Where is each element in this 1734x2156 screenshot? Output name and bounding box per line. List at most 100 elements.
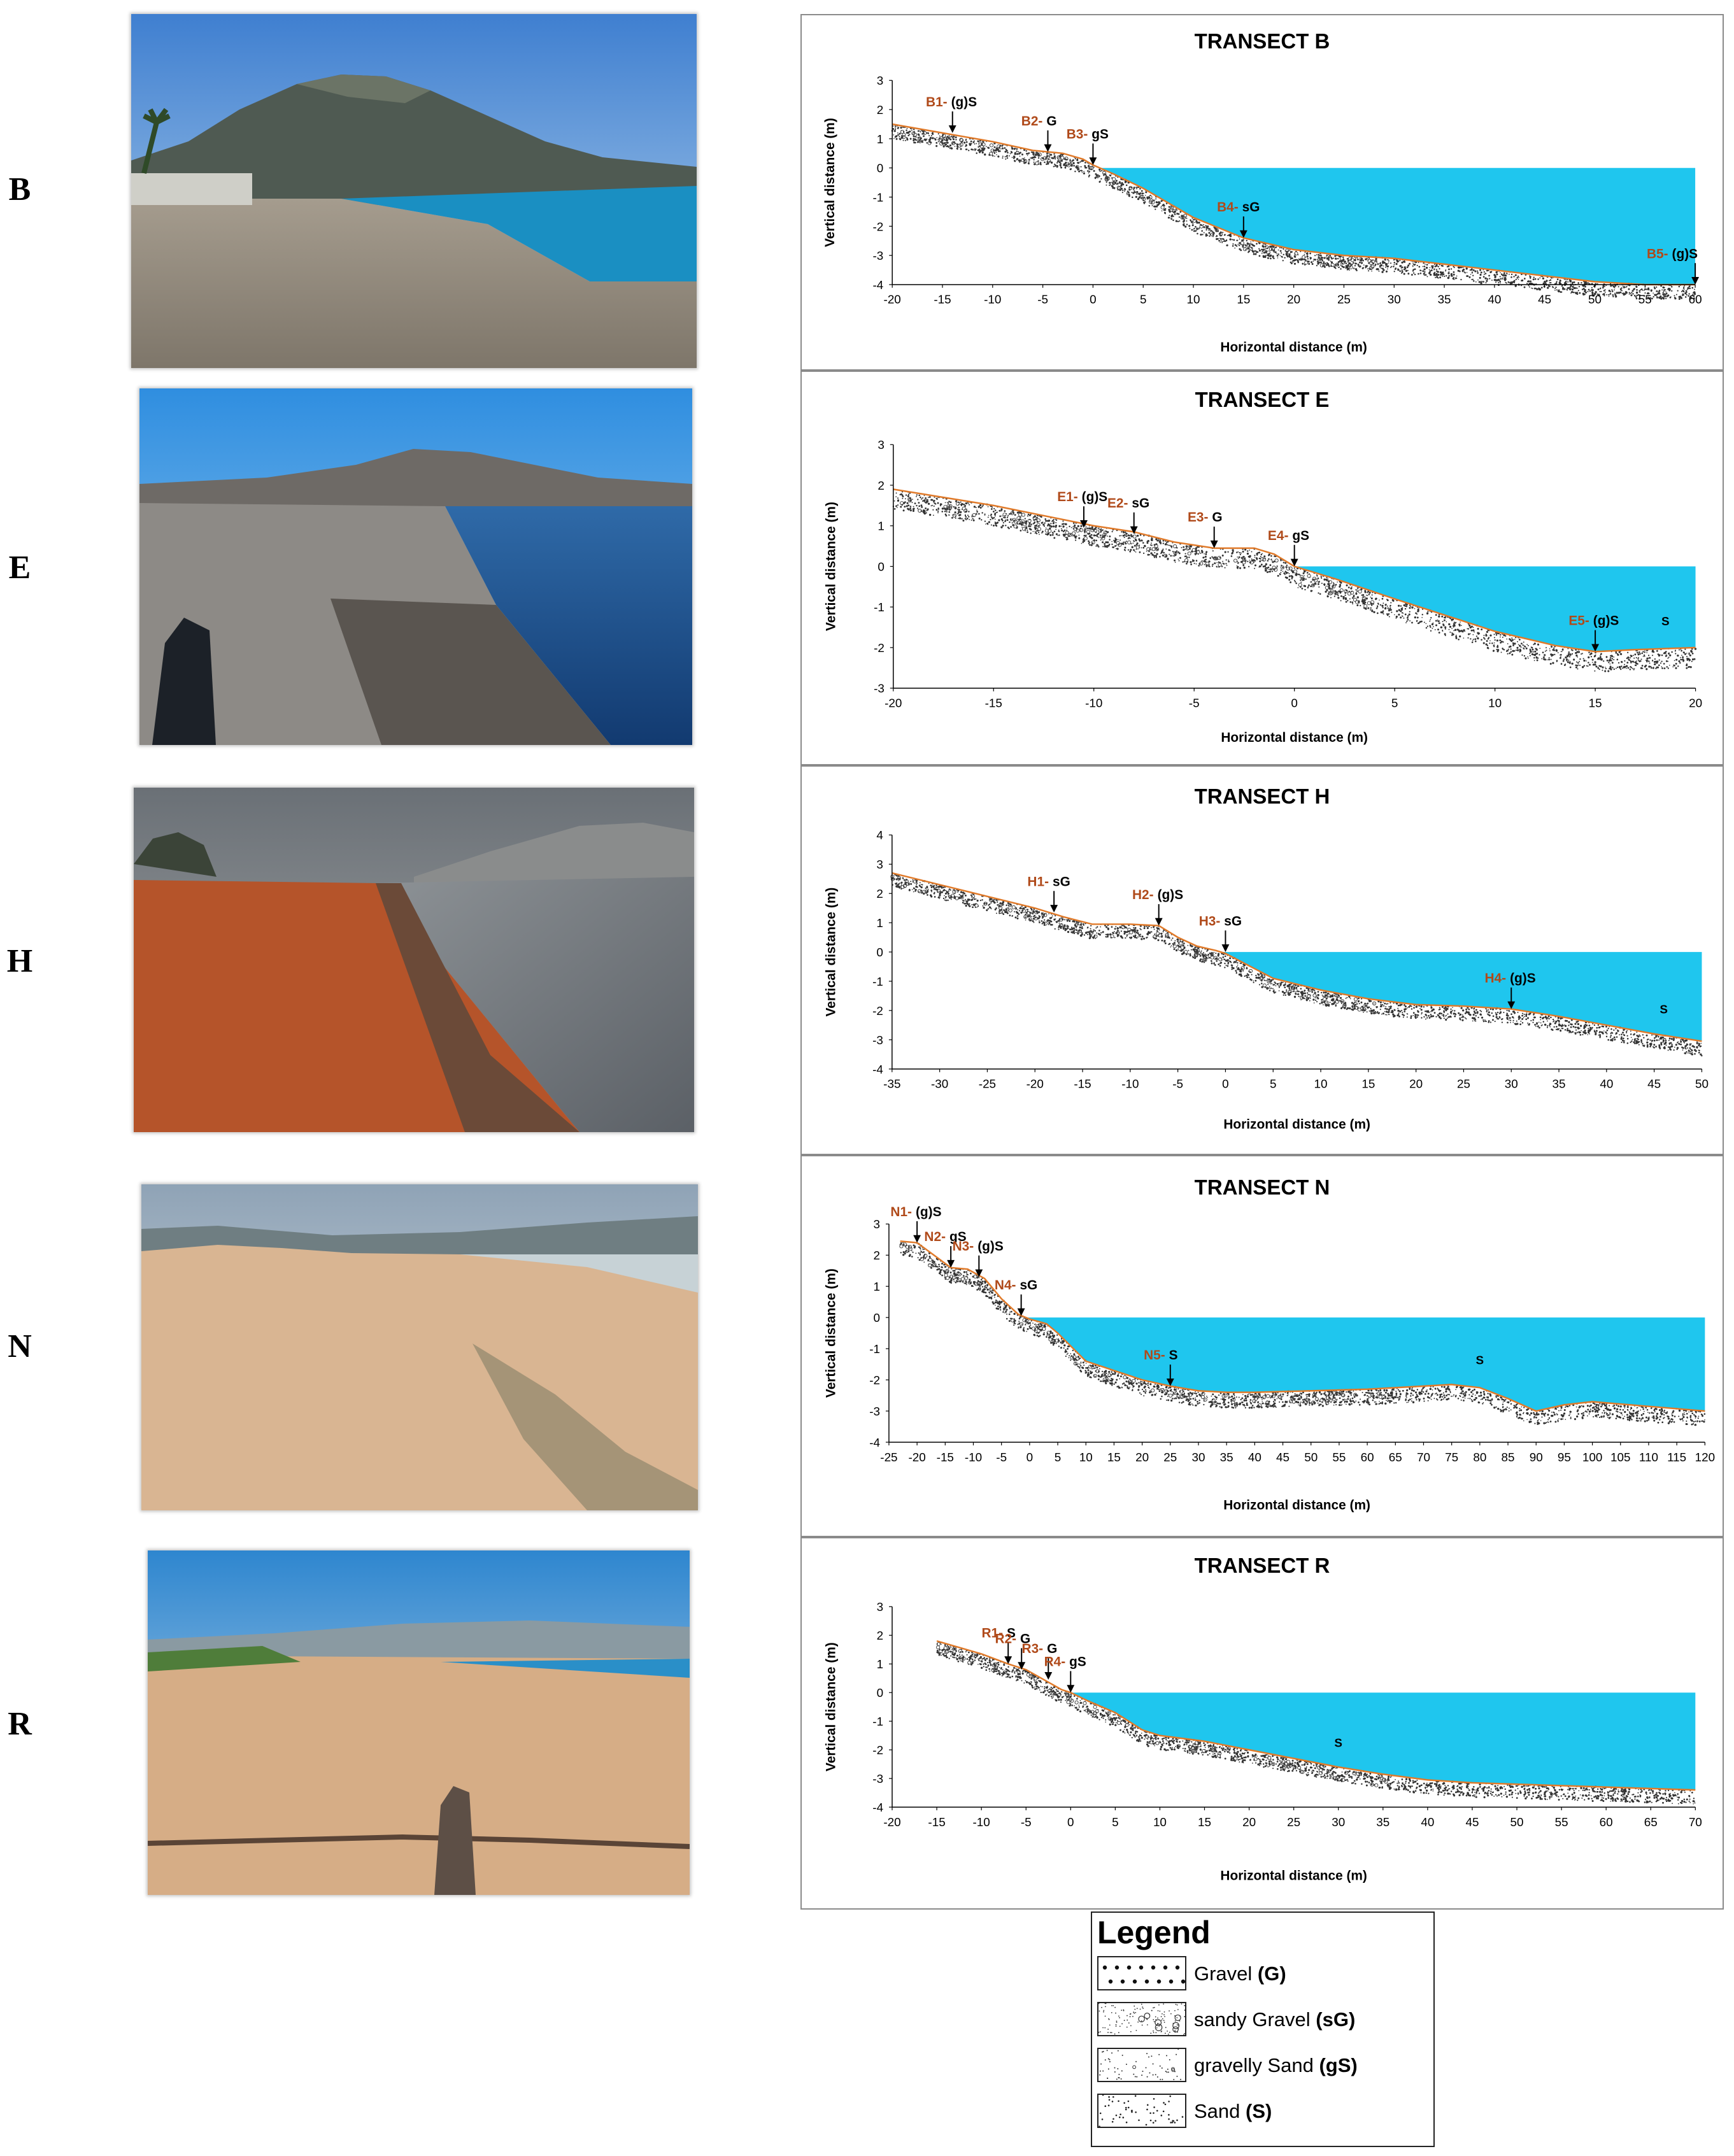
water-body — [1025, 1317, 1705, 1412]
y-tick-label: -2 — [869, 1373, 880, 1387]
x-tick-label: 20 — [1409, 1077, 1423, 1091]
y-tick-label: 2 — [876, 887, 883, 900]
x-tick-label: 35 — [1438, 293, 1451, 306]
x-tick-label: 10 — [1314, 1077, 1328, 1091]
x-tick-label: 50 — [1510, 1815, 1524, 1829]
y-tick-label: 3 — [874, 1217, 881, 1231]
legend-item-label: Sand (S) — [1194, 2100, 1272, 2122]
x-tick-label: 30 — [1388, 293, 1401, 306]
x-tick-label: 30 — [1191, 1450, 1205, 1464]
x-tick-label: 10 — [1187, 293, 1200, 306]
sediment-annotation: S — [1334, 1736, 1342, 1750]
transect-panel-h: TRANSECT H -4 -3 -2 -1 0 1 2 3 4 -35 -30 -25 -20 -15-… — [800, 765, 1724, 1155]
x-tick-label: -15 — [934, 293, 951, 306]
y-tick-label: -4 — [869, 1436, 880, 1449]
y-tick-label: 3 — [877, 1600, 884, 1613]
x-tick-label: 45 — [1276, 1450, 1290, 1464]
station-marker: N3- (g)S — [953, 1239, 1004, 1277]
y-tick-label: 1 — [874, 1280, 881, 1293]
station-label: E3- G — [1188, 510, 1223, 525]
x-tick-label: -20 — [908, 1450, 925, 1464]
x-tick-label: 5 — [1055, 1450, 1062, 1464]
station-label: B1- (g)S — [926, 95, 977, 110]
beach-photo-b — [131, 14, 697, 368]
sediment-band — [936, 1642, 1696, 1805]
x-tick-label: 30 — [1505, 1077, 1518, 1091]
y-tick-label: -4 — [872, 1063, 883, 1076]
x-tick-label: 45 — [1538, 293, 1551, 306]
station-label: N1- (g)S — [890, 1205, 941, 1219]
station-label: R2- G — [995, 1631, 1030, 1646]
y-tick-label: 1 — [877, 132, 884, 146]
x-tick-label: 115 — [1667, 1450, 1686, 1464]
y-tick-label: -1 — [872, 190, 883, 204]
station-label: R1- S — [981, 1626, 1016, 1641]
station-label: E4- gS — [1268, 528, 1309, 543]
x-tick-label: 20 — [1135, 1450, 1149, 1464]
x-tick-label: 70 — [1417, 1450, 1430, 1464]
y-tick-label: -2 — [872, 1004, 883, 1018]
x-tick-label: 5 — [1391, 697, 1398, 710]
station-marker: N2- gS — [924, 1230, 967, 1268]
x-tick-label: -5 — [996, 1450, 1007, 1464]
x-tick-label: 0 — [1291, 697, 1298, 710]
station-label: E5- (g)S — [1568, 614, 1619, 628]
y-tick-label: 0 — [877, 162, 884, 175]
y-tick-label: -2 — [872, 1743, 883, 1757]
y-tick-label: 0 — [877, 1686, 884, 1699]
y-axis-label: Vertical distance (m) — [823, 888, 838, 1017]
x-tick-label: 100 — [1582, 1450, 1602, 1464]
legend: Legend Gravel (G) sandy Gravel (sG) grav… — [1091, 1911, 1435, 2147]
x-axis-label: Horizontal distance (m) — [1221, 730, 1368, 745]
y-tick-label: 3 — [877, 74, 884, 87]
legend-item-gravel: Gravel (G) — [1097, 1956, 1428, 1993]
x-tick-label: 40 — [1600, 1077, 1613, 1091]
y-tick-label: -3 — [872, 249, 883, 262]
x-tick-label: 20 — [1287, 293, 1300, 306]
station-label: H4- (g)S — [1485, 971, 1536, 986]
station-marker: H1- sG — [1027, 874, 1070, 913]
x-tick-label: 25 — [1287, 1815, 1300, 1829]
station-marker: R2- G — [995, 1631, 1030, 1670]
x-tick-label: 75 — [1445, 1450, 1458, 1464]
legend-item-sandy-gravel: sandy Gravel (sG) — [1097, 2002, 1428, 2039]
x-tick-label: 70 — [1689, 1815, 1702, 1829]
beach-profile-line — [936, 1640, 1696, 1791]
station-label: R3- G — [1022, 1642, 1058, 1656]
x-tick-label: 5 — [1270, 1077, 1277, 1091]
y-tick-label: -1 — [869, 1342, 880, 1356]
x-tick-label: 15 — [1361, 1077, 1375, 1091]
x-tick-label: -5 — [1037, 293, 1048, 306]
x-axis-label: Horizontal distance (m) — [1223, 1498, 1370, 1512]
station-label: B5- (g)S — [1647, 246, 1698, 261]
row-letter-b: B — [8, 171, 31, 208]
transect-panel-b: TRANSECT B -4 -3 -2 -1 0 1 2 3 -20 -15 -10 -5 0 5 10 15… — [800, 14, 1724, 371]
chart-title: TRANSECT B — [1194, 29, 1330, 53]
y-tick-label: -4 — [872, 278, 883, 292]
x-tick-label: 10 — [1153, 1815, 1167, 1829]
x-tick-label: 65 — [1389, 1450, 1402, 1464]
x-tick-label: -5 — [1172, 1077, 1183, 1091]
chart-title: TRANSECT E — [1195, 388, 1330, 411]
station-marker: B3- gS — [1067, 127, 1109, 166]
chart-title: TRANSECT H — [1194, 784, 1330, 808]
x-tick-label: -35 — [883, 1077, 900, 1091]
y-tick-label: -3 — [869, 1405, 880, 1418]
x-tick-label: 0 — [1067, 1815, 1074, 1829]
x-tick-label: 5 — [1140, 293, 1147, 306]
station-marker: E5- (g)S — [1568, 614, 1619, 652]
x-tick-label: 25 — [1337, 293, 1351, 306]
sand-swatch — [1097, 2094, 1186, 2128]
x-tick-label: 40 — [1488, 293, 1501, 306]
x-tick-label: -30 — [931, 1077, 948, 1091]
station-label: H2- (g)S — [1132, 888, 1183, 902]
y-tick-label: -1 — [872, 1715, 883, 1728]
y-tick-label: 0 — [874, 1311, 881, 1324]
x-tick-label: 55 — [1638, 293, 1652, 306]
y-tick-label: -3 — [872, 1772, 883, 1785]
station-label: B4- sG — [1217, 200, 1260, 215]
x-tick-label: 65 — [1644, 1815, 1658, 1829]
y-tick-label: 3 — [876, 858, 883, 871]
sediment-annotation: S — [1476, 1354, 1484, 1367]
